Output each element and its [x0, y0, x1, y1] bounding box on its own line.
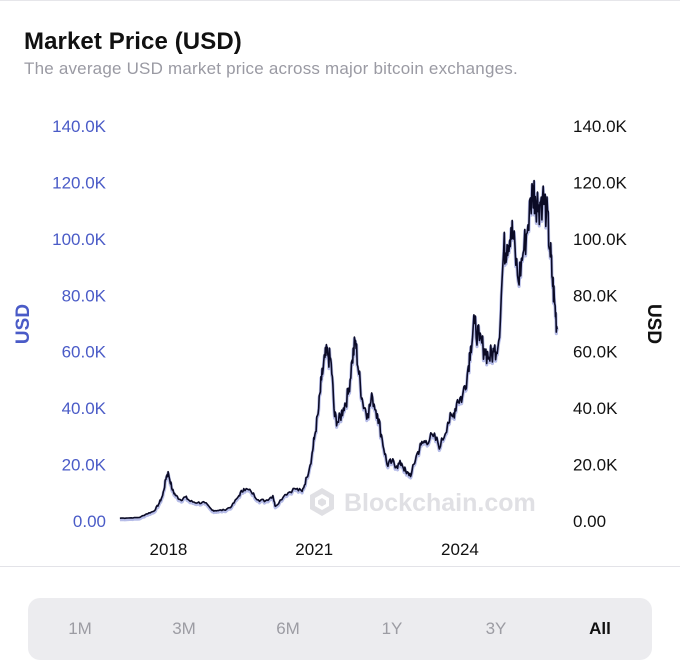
range-button-6m[interactable]: 6M	[248, 609, 328, 649]
series-line	[119, 179, 558, 520]
range-button-all[interactable]: All	[560, 609, 640, 649]
divider	[0, 566, 680, 567]
x-tick-label: 2021	[295, 540, 333, 559]
left-axis-label: USD	[13, 304, 34, 344]
right-y-tick-label: 80.0K	[573, 286, 618, 305]
watermark-text: Blockchain.com	[344, 489, 536, 517]
x-tick-label: 2018	[150, 540, 188, 559]
right-y-tick-label: 20.0K	[573, 456, 618, 475]
left-y-tick-label: 60.0K	[62, 343, 107, 362]
left-y-tick-label: 80.0K	[62, 286, 107, 305]
left-y-tick-label: 140.0K	[52, 117, 107, 136]
x-tick-label: 2024	[441, 540, 479, 559]
blockchain-logo-icon	[310, 488, 334, 516]
price-chart: Blockchain.com USD USD 0.00 20.0K 40.0K 60.…	[13, 117, 664, 559]
range-selector: 1M 3M 6M 1Y 3Y All	[28, 598, 652, 660]
series-line-shadow	[119, 180, 559, 522]
range-button-1y[interactable]: 1Y	[352, 609, 432, 649]
watermark: Blockchain.com	[310, 488, 536, 517]
right-y-tick-label: 120.0K	[573, 173, 628, 192]
chart-subtitle: The average USD market price across majo…	[24, 59, 518, 78]
range-button-3m[interactable]: 3M	[144, 609, 224, 649]
right-axis-label: USD	[643, 304, 664, 344]
left-y-tick-label: 120.0K	[52, 173, 107, 192]
left-y-tick-label: 0.00	[73, 512, 106, 531]
top-rule	[0, 0, 680, 1]
left-y-tick-label: 100.0K	[52, 230, 107, 249]
chart-title: Market Price (USD)	[24, 28, 242, 55]
left-y-tick-label: 40.0K	[62, 399, 107, 418]
right-y-tick-label: 60.0K	[573, 343, 618, 362]
range-button-1m[interactable]: 1M	[40, 609, 120, 649]
left-y-tick-label: 20.0K	[62, 456, 107, 475]
range-button-3y[interactable]: 3Y	[456, 609, 536, 649]
right-y-tick-label: 0.00	[573, 512, 606, 531]
right-y-tick-label: 100.0K	[573, 230, 628, 249]
right-y-tick-label: 40.0K	[573, 399, 618, 418]
right-y-tick-label: 140.0K	[573, 117, 628, 136]
